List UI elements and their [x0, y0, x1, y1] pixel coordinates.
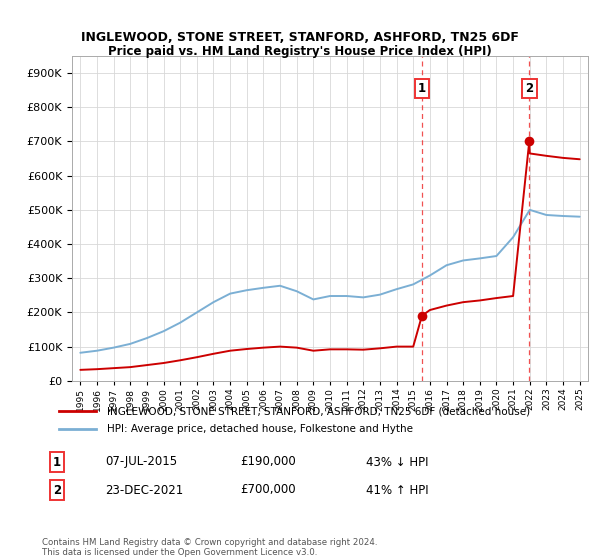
Text: 2: 2 — [525, 82, 533, 95]
Text: 1: 1 — [418, 82, 426, 95]
Text: 41% ↑ HPI: 41% ↑ HPI — [366, 483, 428, 497]
Text: 07-JUL-2015: 07-JUL-2015 — [105, 455, 177, 469]
Text: INGLEWOOD, STONE STREET, STANFORD, ASHFORD, TN25 6DF: INGLEWOOD, STONE STREET, STANFORD, ASHFO… — [81, 31, 519, 44]
Text: INGLEWOOD, STONE STREET, STANFORD, ASHFORD, TN25 6DF (detached house): INGLEWOOD, STONE STREET, STANFORD, ASHFO… — [107, 407, 530, 417]
Text: 43% ↓ HPI: 43% ↓ HPI — [366, 455, 428, 469]
Text: Price paid vs. HM Land Registry's House Price Index (HPI): Price paid vs. HM Land Registry's House … — [108, 45, 492, 58]
Text: Contains HM Land Registry data © Crown copyright and database right 2024.
This d: Contains HM Land Registry data © Crown c… — [42, 538, 377, 557]
Text: £700,000: £700,000 — [240, 483, 296, 497]
Text: 23-DEC-2021: 23-DEC-2021 — [105, 483, 183, 497]
Text: 2: 2 — [53, 483, 61, 497]
Text: HPI: Average price, detached house, Folkestone and Hythe: HPI: Average price, detached house, Folk… — [107, 423, 413, 433]
Text: 1: 1 — [53, 455, 61, 469]
Text: £190,000: £190,000 — [240, 455, 296, 469]
